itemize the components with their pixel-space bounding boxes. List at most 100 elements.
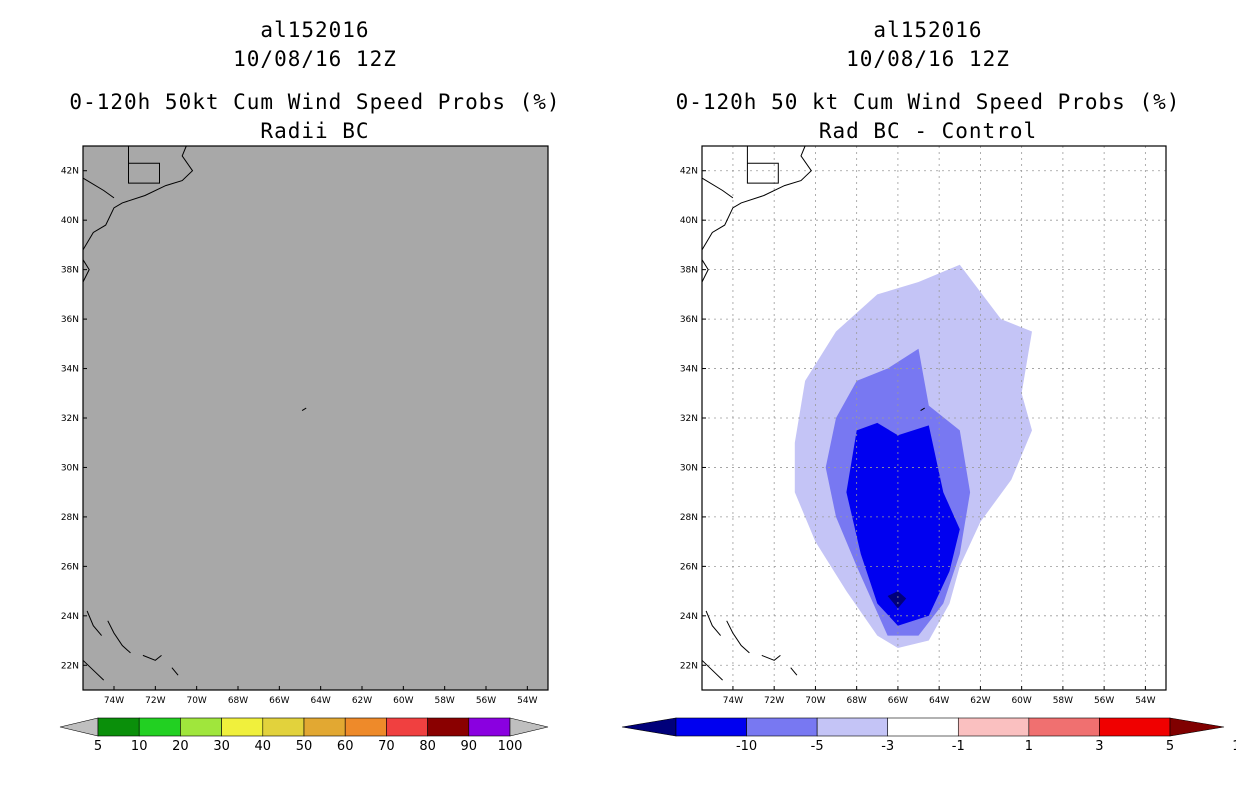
- left-lon-label-2: 70W: [186, 696, 206, 706]
- right-island-0: [705, 610, 721, 636]
- left-lon-label-9: 56W: [476, 696, 496, 706]
- left-colorbar-label-8: 80: [419, 739, 436, 754]
- right-colorbar-label-3: -1: [952, 739, 965, 754]
- right-colorbar-segment-1: [746, 717, 818, 737]
- right-state-border-2: [701, 177, 734, 199]
- right-lon-label-5: 64W: [929, 696, 949, 706]
- right-lat-label-6: 30N: [680, 463, 698, 473]
- left-lon-label-1: 72W: [145, 696, 165, 706]
- left-colorbar-label-3: 30: [213, 739, 230, 754]
- left-colorbar-label-1: 10: [131, 739, 148, 754]
- right-colorbar-label-5: 3: [1095, 739, 1103, 754]
- right-lon-label-4: 66W: [888, 696, 908, 706]
- left-lat-label-7: 28N: [61, 513, 79, 523]
- right-lon-label-10: 54W: [1135, 696, 1155, 706]
- right-map-panel: 42N 40N 38N 36N 34N 32N 30N 28N 26N 24N 22N 74W 72W 7…: [621, 145, 1236, 754]
- left-island-4: [82, 659, 105, 681]
- right-lat-label-1: 40N: [680, 216, 698, 226]
- right-colorbar-label-0: -10: [736, 739, 757, 754]
- right-coastline-midatlantic: [701, 259, 709, 283]
- left-colorbar-label-2: 20: [172, 739, 189, 754]
- right-lon-label-9: 56W: [1094, 696, 1114, 706]
- right-title-product: 0-120h 50 kt Cum Wind Speed Probs (%): [675, 90, 1181, 114]
- right-lat-label-8: 26N: [680, 562, 698, 572]
- right-title-storm-id: al152016: [873, 18, 983, 42]
- left-colorbar-label-6: 60: [337, 739, 354, 754]
- left-lon-label-5: 64W: [310, 696, 330, 706]
- left-map-background: [83, 146, 548, 690]
- left-island-0: [86, 610, 102, 636]
- left-colorbar-segment-1: [138, 717, 181, 737]
- left-lat-label-3: 36N: [61, 315, 79, 325]
- left-title-product: 0-120h 50kt Cum Wind Speed Probs (%): [69, 90, 561, 114]
- left-title-subtitle: Radii BC: [260, 119, 370, 143]
- right-contour-3: [887, 591, 907, 609]
- left-lat-label-2: 38N: [61, 266, 79, 276]
- left-lat-label-4: 34N: [61, 365, 79, 375]
- right-island-4: [701, 659, 723, 681]
- right-colorbar-left-arrow: [621, 717, 677, 737]
- right-colorbar-segment-5: [1028, 717, 1100, 737]
- left-colorbar-label-0: 5: [94, 739, 102, 754]
- right-colorbar-label-6: 5: [1166, 739, 1174, 754]
- left-colorbar-segment-8: [427, 717, 470, 737]
- right-island-2: [761, 654, 781, 661]
- right-panel-title: al152016 10/08/16 12Z 0-120h 50 kt Cum W…: [668, 16, 1188, 146]
- right-colorbar-segment-4: [957, 717, 1030, 737]
- left-island-3: [171, 667, 179, 676]
- right-colorbar-label-7: 10: [1232, 739, 1236, 754]
- left-map-panel: 42N 40N 38N 36N 34N 32N 30N 28N 26N 24N 22N 74W 72W 7…: [59, 145, 549, 754]
- left-colorbar-segment-0: [97, 717, 140, 737]
- left-coastline-midatlantic: [82, 259, 90, 283]
- right-colorbar-segment-0: [675, 717, 747, 737]
- left-bermuda: [301, 407, 307, 412]
- right-lat-label-5: 32N: [680, 414, 698, 424]
- right-lat-label-2: 38N: [680, 266, 698, 276]
- left-lon-label-7: 60W: [393, 696, 413, 706]
- right-colorbar-segment-3: [887, 717, 959, 737]
- left-lat-label-6: 30N: [61, 463, 79, 473]
- right-colorbar-label-4: 1: [1025, 739, 1033, 754]
- right-lon-label-6: 62W: [970, 696, 990, 706]
- left-lat-label-1: 40N: [61, 216, 79, 226]
- right-lon-label-1: 72W: [764, 696, 784, 706]
- left-colorbar-label-7: 70: [378, 739, 395, 754]
- left-lon-label-8: 58W: [434, 696, 454, 706]
- right-lat-label-10: 22N: [680, 661, 698, 671]
- right-colorbar-segment-2: [816, 717, 889, 737]
- left-title-date: 10/08/16 12Z: [233, 47, 397, 71]
- left-colorbar-segment-3: [221, 717, 264, 737]
- left-title-storm-id: al152016: [260, 18, 370, 42]
- left-lon-label-3: 68W: [228, 696, 248, 706]
- right-colorbar-label-2: -3: [881, 739, 894, 754]
- left-lon-label-10: 54W: [517, 696, 537, 706]
- right-coastline-northeast: [701, 145, 812, 251]
- right-title-date: 10/08/16 12Z: [846, 47, 1010, 71]
- right-colorbar-label-1: -5: [811, 739, 824, 754]
- left-island-2: [142, 654, 162, 661]
- left-colorbar-right-arrow: [509, 717, 549, 737]
- right-bermuda: [920, 407, 925, 412]
- right-lat-label-4: 34N: [680, 365, 698, 375]
- left-colorbar-segment-5: [303, 717, 346, 737]
- left-colorbar-segment-2: [180, 717, 222, 737]
- left-colorbar-label-4: 40: [255, 739, 272, 754]
- left-lat-label-9: 24N: [61, 612, 79, 622]
- right-colorbar-segment-6: [1099, 717, 1171, 737]
- left-lat-label-5: 32N: [61, 414, 79, 424]
- left-colorbar-segment-9: [468, 717, 511, 737]
- right-lon-label-7: 60W: [1011, 696, 1031, 706]
- right-lat-label-9: 24N: [680, 612, 698, 622]
- right-colorbar-right-arrow: [1169, 717, 1225, 737]
- right-lon-label-0: 74W: [723, 696, 743, 706]
- left-lon-label-6: 62W: [352, 696, 372, 706]
- left-colorbar-label-10: 100: [498, 739, 523, 754]
- left-colorbar-segment-7: [386, 717, 428, 737]
- left-colorbar-segment-4: [262, 717, 305, 737]
- left-island-1: [107, 620, 131, 654]
- left-lat-label-10: 22N: [61, 661, 79, 671]
- left-panel-title: al152016 10/08/16 12Z 0-120h 50kt Cum Wi…: [55, 16, 575, 146]
- left-colorbar-label-5: 50: [296, 739, 313, 754]
- left-colorbar-segment-6: [344, 717, 387, 737]
